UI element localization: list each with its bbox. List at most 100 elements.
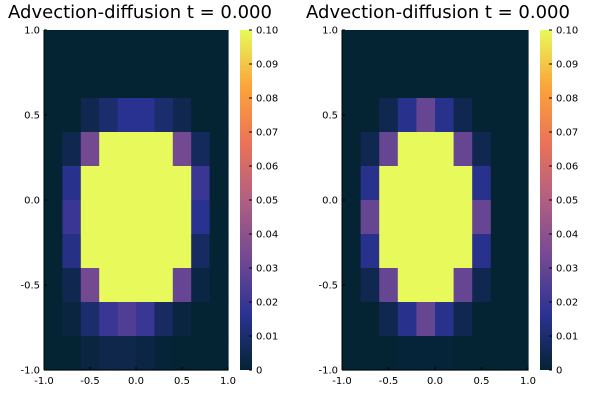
- heatmap-cell: [44, 98, 63, 133]
- heatmap-cell: [80, 64, 100, 99]
- heatmap-cell: [44, 302, 63, 337]
- heatmap-cell: [80, 166, 100, 201]
- heatmap-cell: [172, 336, 192, 371]
- colorbar-tick-label: 0.05: [256, 196, 278, 207]
- heatmap-cell: [172, 200, 192, 235]
- heatmap-cell: [136, 64, 155, 99]
- heatmap-cell: [453, 336, 473, 371]
- colorbar-tick-label: 0.04: [256, 230, 278, 241]
- heatmap-cell: [453, 98, 473, 133]
- heatmap-cell: [62, 166, 82, 201]
- colorbar-tick-label: 0.07: [256, 128, 278, 139]
- heatmap-cell: [435, 30, 455, 65]
- x-tick-label: 1.0: [520, 376, 536, 387]
- y-tick-label: -0.5: [20, 281, 40, 292]
- heatmap-cell: [472, 200, 492, 235]
- heatmap-cell: [99, 302, 119, 337]
- left-colorbar: [240, 30, 252, 370]
- heatmap-cell: [435, 234, 455, 269]
- heatmap-cell: [472, 302, 492, 337]
- heatmap-cell: [453, 166, 473, 201]
- heatmap-cell: [435, 302, 455, 337]
- heatmap-cell: [472, 132, 492, 167]
- heatmap-cell: [397, 64, 417, 99]
- heatmap-cell: [416, 234, 436, 269]
- heatmap-cell: [136, 30, 155, 65]
- heatmap-cell: [62, 302, 82, 337]
- heatmap-cell: [397, 132, 417, 167]
- heatmap-cell: [509, 234, 529, 269]
- heatmap-cell: [191, 98, 211, 133]
- heatmap-cell: [416, 64, 436, 99]
- heatmap-cell: [472, 30, 492, 65]
- colorbar-tick-label: 0.04: [556, 230, 578, 241]
- heatmap-cell: [490, 268, 510, 303]
- heatmap-cell: [342, 30, 362, 65]
- heatmap-cell: [435, 98, 455, 133]
- heatmap-cell: [99, 166, 119, 201]
- heatmap-cell: [191, 336, 211, 371]
- heatmap-cell: [154, 268, 174, 303]
- heatmap-cell: [416, 200, 436, 235]
- heatmap-cell: [154, 30, 174, 65]
- heatmap-cell: [191, 302, 211, 337]
- heatmap-cell: [44, 336, 63, 371]
- heatmap-cell: [209, 98, 229, 133]
- heatmap-cell: [360, 98, 380, 133]
- heatmap-cell: [342, 98, 362, 133]
- heatmap-cell: [117, 268, 137, 303]
- heatmap-cell: [509, 336, 529, 371]
- heatmap-cell: [99, 64, 119, 99]
- colorbar-tick-label: 0.02: [556, 298, 578, 309]
- heatmap-cell: [360, 336, 380, 371]
- heatmap-cell: [397, 336, 417, 371]
- heatmap-cell: [117, 166, 137, 201]
- y-tick-label: 1.0: [322, 26, 338, 37]
- x-tick-label: 0.0: [128, 376, 144, 387]
- heatmap-cell: [117, 336, 137, 371]
- heatmap-cell: [453, 132, 473, 167]
- heatmap-cell: [99, 336, 119, 371]
- heatmap-cell: [490, 234, 510, 269]
- heatmap-cell: [379, 302, 399, 337]
- heatmap-cell: [490, 132, 510, 167]
- x-tick-label: -0.5: [379, 376, 399, 387]
- heatmap-cell: [62, 64, 82, 99]
- colorbar-tick-label: 0.01: [556, 332, 578, 343]
- heatmap-cell: [44, 200, 63, 235]
- heatmap-cell: [117, 234, 137, 269]
- colorbar-tick-label: 0.09: [256, 60, 278, 71]
- heatmap-cell: [379, 234, 399, 269]
- heatmap-cell: [154, 98, 174, 133]
- y-tick-label: 0.5: [24, 111, 40, 122]
- heatmap-cell: [342, 234, 362, 269]
- left-heatmap-panel: Advection-diffusion t = 0.000 -1.0 -0.5 0.…: [8, 2, 278, 387]
- heatmap-cell: [490, 166, 510, 201]
- heatmap-cell: [172, 132, 192, 167]
- x-tick-label: -1.0: [332, 376, 352, 387]
- heatmap-cell: [44, 64, 63, 99]
- heatmap-cell: [191, 30, 211, 65]
- heatmap-cell: [154, 336, 174, 371]
- heatmap-cell: [154, 234, 174, 269]
- x-tick-label: 0.5: [474, 376, 490, 387]
- colorbar-tick-label: 0: [256, 366, 262, 377]
- heatmap-cell: [453, 200, 473, 235]
- heatmap-cell: [136, 132, 155, 167]
- y-tick-label: 1.0: [24, 26, 40, 37]
- heatmap-cell: [62, 336, 82, 371]
- colorbar-tick-label: 0.08: [256, 94, 278, 105]
- heatmap-cell: [379, 200, 399, 235]
- heatmap-cell: [99, 234, 119, 269]
- heatmap-cell: [435, 132, 455, 167]
- heatmap-cell: [136, 234, 155, 269]
- heatmap-cell: [117, 98, 137, 133]
- heatmap-cell: [117, 132, 137, 167]
- heatmap-cell: [342, 268, 362, 303]
- heatmap-cell: [490, 336, 510, 371]
- y-tick-label: 0.0: [322, 196, 338, 207]
- heatmap-cell: [209, 234, 229, 269]
- heatmap-cell: [80, 30, 100, 65]
- heatmap-cell: [416, 132, 436, 167]
